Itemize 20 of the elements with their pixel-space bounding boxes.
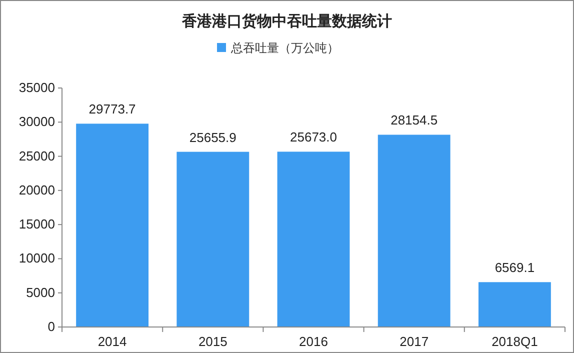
y-tick-label: 30000 bbox=[18, 114, 55, 130]
y-tick-label: 35000 bbox=[18, 80, 55, 95]
x-tick-label: 2015 bbox=[198, 334, 228, 349]
chart-title: 香港港口货物中吞吐量数据统计 bbox=[181, 13, 392, 30]
data-label: 25673.0 bbox=[290, 130, 337, 145]
x-tick-label: 2017 bbox=[400, 334, 429, 349]
data-label: 25655.9 bbox=[189, 130, 236, 145]
data-label: 6569.1 bbox=[494, 260, 535, 276]
legend: 总吞吐量（万公吨） bbox=[217, 41, 339, 55]
y-tick-label: 15000 bbox=[18, 216, 55, 232]
data-label: 28154.5 bbox=[390, 112, 438, 128]
y-tick-label: 20000 bbox=[18, 182, 55, 198]
y-tick-label: 0 bbox=[48, 319, 55, 334]
x-tick-label: 2018Q1 bbox=[492, 334, 538, 349]
data-label: 29773.7 bbox=[88, 102, 136, 117]
y-tick-label: 10000 bbox=[18, 250, 55, 266]
x-tick-label: 2016 bbox=[299, 334, 328, 349]
y-tick-label: 5000 bbox=[26, 284, 55, 300]
y-tick-label: 25000 bbox=[18, 148, 55, 164]
x-tick-label: 2014 bbox=[98, 334, 127, 349]
